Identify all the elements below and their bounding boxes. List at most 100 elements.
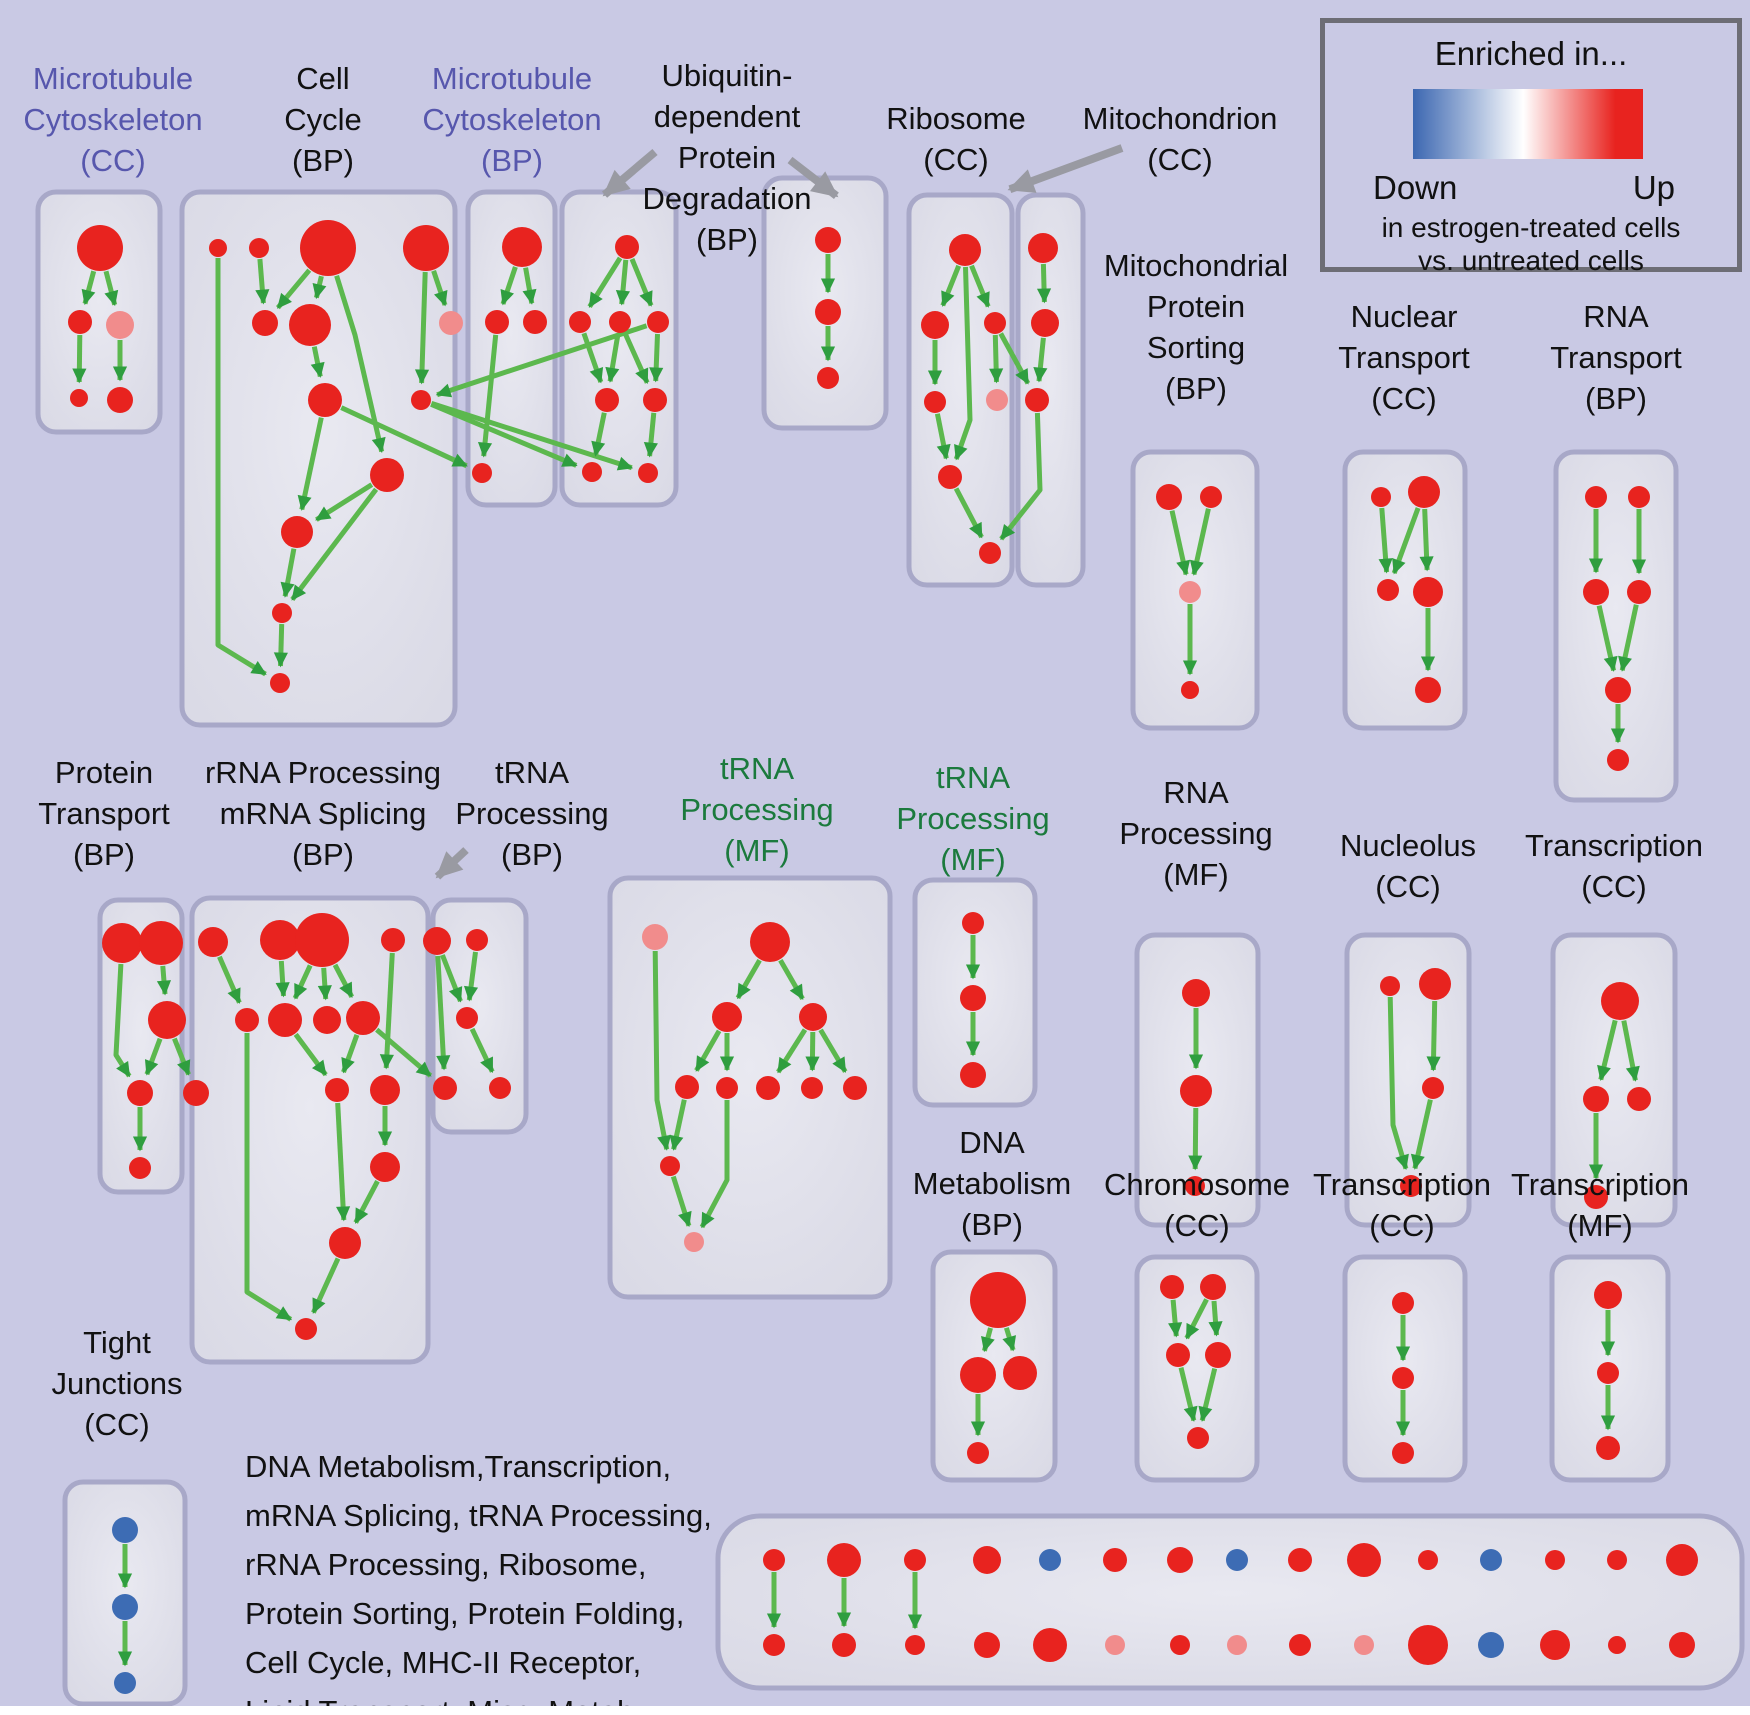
legend-up-label: Up — [1632, 169, 1675, 206]
node-h4 — [1181, 681, 1199, 699]
node-f4 — [924, 391, 946, 413]
edge-arrow — [81, 270, 97, 306]
node-l11 — [370, 1075, 400, 1105]
group-label-12: tRNA Processing (BP) — [455, 755, 609, 872]
node-z14b — [1608, 1636, 1626, 1654]
edge-arrow — [940, 264, 962, 307]
node-d3 — [609, 311, 631, 333]
edge-arrow — [1426, 1000, 1441, 1072]
node-m4 — [433, 1076, 457, 1100]
group-label-9: RNA Transport (BP) — [1550, 299, 1682, 416]
edge-arrow — [430, 401, 578, 468]
edge-arrow — [934, 413, 951, 460]
node-e3 — [817, 367, 839, 389]
node-h1 — [1156, 484, 1182, 510]
node-z7b — [1170, 1635, 1190, 1655]
node-p2 — [1180, 1075, 1212, 1107]
edge-arrow — [652, 950, 672, 1151]
node-r2 — [1583, 1086, 1609, 1112]
node-b1 — [209, 239, 227, 257]
node-h3 — [1179, 581, 1201, 603]
edge-arrow — [431, 270, 448, 307]
node-n7 — [756, 1076, 780, 1100]
node-o3 — [960, 1062, 986, 1088]
node-i4 — [1413, 577, 1443, 607]
node-q3 — [1422, 1077, 1444, 1099]
edge-arrow — [581, 332, 604, 384]
node-z6b — [1105, 1635, 1125, 1655]
node-z13b — [1540, 1630, 1570, 1660]
group-label-6: Mitochondrion (CC) — [1082, 101, 1278, 177]
edge-arrow — [273, 623, 288, 668]
callout-arrow — [434, 847, 469, 880]
node-t3 — [1166, 1343, 1190, 1367]
group-box-chromosome-cc — [1134, 1254, 1260, 1483]
group-label-17: Transcription (CC) — [1524, 828, 1704, 904]
node-f1 — [949, 234, 981, 266]
node-f6 — [979, 542, 1001, 564]
edge-arrow — [463, 951, 479, 1002]
node-a5 — [107, 387, 133, 413]
edge-arrow — [335, 1102, 351, 1222]
legend-down-label: Down — [1373, 169, 1458, 206]
node-m5 — [489, 1077, 511, 1099]
node-v1 — [1594, 1281, 1622, 1309]
node-k2 — [139, 921, 183, 965]
node-b7 — [439, 311, 463, 335]
edge-arrow — [435, 323, 648, 398]
edge-arrow — [293, 1032, 328, 1077]
edge-arrow — [172, 1037, 191, 1076]
node-n4 — [799, 1003, 827, 1031]
node-d2 — [569, 311, 591, 333]
edge-arrow — [1169, 510, 1191, 576]
node-z2b — [832, 1633, 856, 1657]
node-z8t — [1226, 1549, 1248, 1571]
node-p1 — [1182, 979, 1210, 1007]
edge-arrow — [1597, 1019, 1618, 1081]
edge-arrow — [1419, 508, 1434, 572]
node-a1 — [77, 225, 123, 271]
edge-arrow — [735, 958, 762, 1000]
node-u1 — [1392, 1292, 1414, 1314]
legend: Enriched in... Down Up in estrogen-treat… — [1320, 18, 1742, 276]
node-c4 — [472, 463, 492, 483]
edge-arrow — [435, 955, 451, 1071]
edge-arrow — [1378, 507, 1393, 574]
edge-arrow — [317, 967, 332, 1001]
group-label-11: rRNA Processing mRNA Splicing (BP) — [204, 755, 442, 872]
node-n6 — [716, 1077, 738, 1099]
edge-arrow — [477, 334, 499, 458]
edge-arrow — [312, 275, 327, 300]
node-l10 — [325, 1078, 349, 1102]
node-k3 — [148, 1001, 186, 1039]
edge-arrow — [778, 958, 805, 1001]
edge-arrow — [818, 1028, 848, 1073]
group-label-16: Nucleolus (CC) — [1339, 828, 1477, 904]
node-t4 — [1205, 1342, 1231, 1368]
edge-arrow — [1036, 263, 1052, 304]
node-l12 — [370, 1152, 400, 1182]
edge-arrow — [622, 331, 650, 384]
node-d5 — [595, 388, 619, 412]
edge-arrow — [1621, 1020, 1640, 1082]
edge-arrow — [440, 954, 463, 1003]
legend-title: Enriched in... — [1434, 35, 1628, 72]
node-l5 — [235, 1008, 259, 1032]
node-l14 — [295, 1318, 317, 1340]
node-l7 — [313, 1006, 341, 1034]
node-f3 — [984, 312, 1006, 334]
node-z7t — [1167, 1547, 1193, 1573]
node-f2 — [921, 311, 949, 339]
edge-arrow — [615, 259, 630, 306]
legend-caption-line1: in estrogen-treated cells — [1381, 212, 1681, 243]
node-g2 — [1031, 309, 1059, 337]
group-label-19: Chromosome (CC) — [1103, 1167, 1291, 1243]
node-g3 — [1025, 388, 1049, 412]
node-j1 — [1585, 486, 1607, 508]
edge-arrow — [340, 405, 468, 469]
node-q4 — [1400, 1175, 1422, 1197]
group-label-10: Protein Transport (BP) — [38, 755, 170, 872]
node-r1 — [1601, 982, 1639, 1020]
node-a2 — [68, 310, 92, 334]
node-z15b — [1669, 1632, 1695, 1658]
